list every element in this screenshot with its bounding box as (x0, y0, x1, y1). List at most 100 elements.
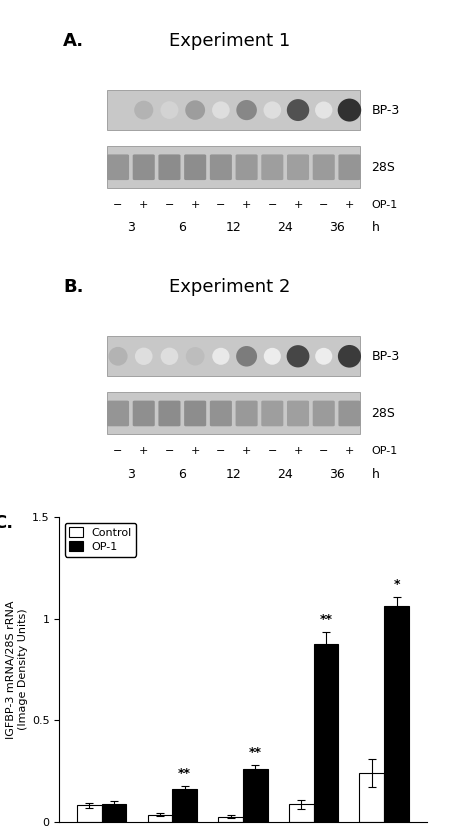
Ellipse shape (315, 101, 332, 119)
Text: 24: 24 (277, 467, 293, 481)
Text: −: − (216, 446, 226, 456)
FancyBboxPatch shape (261, 154, 283, 180)
Text: +: + (293, 446, 303, 456)
Text: 12: 12 (226, 467, 242, 481)
Bar (289, 804, 314, 822)
FancyBboxPatch shape (133, 401, 155, 427)
Text: 3: 3 (127, 467, 135, 481)
Text: −: − (216, 199, 226, 210)
Text: −: − (319, 446, 328, 456)
Bar (172, 789, 197, 822)
Ellipse shape (185, 100, 205, 120)
Text: −: − (319, 199, 328, 210)
FancyBboxPatch shape (236, 401, 258, 427)
FancyBboxPatch shape (107, 154, 129, 180)
Text: 6: 6 (178, 222, 186, 234)
FancyBboxPatch shape (184, 154, 206, 180)
Text: 36: 36 (329, 222, 345, 234)
Text: OP-1: OP-1 (372, 446, 398, 456)
Text: −: − (268, 199, 277, 210)
Text: 6: 6 (178, 467, 186, 481)
Text: −: − (268, 446, 277, 456)
FancyBboxPatch shape (184, 401, 206, 427)
Ellipse shape (134, 100, 153, 120)
FancyBboxPatch shape (107, 393, 360, 434)
Bar (147, 814, 172, 822)
Text: **: ** (249, 746, 262, 759)
Bar (77, 805, 101, 822)
Text: **: ** (178, 767, 191, 780)
Ellipse shape (264, 348, 281, 364)
Bar (314, 644, 338, 822)
Text: h: h (372, 467, 379, 481)
FancyBboxPatch shape (210, 154, 232, 180)
Text: +: + (139, 446, 148, 456)
Text: BP-3: BP-3 (372, 104, 400, 116)
FancyBboxPatch shape (210, 401, 232, 427)
FancyBboxPatch shape (338, 401, 360, 427)
Text: *: * (393, 579, 400, 592)
Text: 36: 36 (329, 467, 345, 481)
FancyBboxPatch shape (107, 146, 360, 188)
Text: 24: 24 (277, 222, 293, 234)
FancyBboxPatch shape (158, 154, 181, 180)
Ellipse shape (315, 348, 332, 364)
Text: +: + (191, 446, 200, 456)
Ellipse shape (287, 345, 310, 368)
Bar (243, 769, 268, 822)
Text: +: + (242, 446, 251, 456)
Text: +: + (139, 199, 148, 210)
Bar (101, 804, 127, 822)
Text: +: + (345, 199, 354, 210)
FancyBboxPatch shape (107, 90, 360, 130)
Text: +: + (345, 446, 354, 456)
Text: −: − (113, 199, 123, 210)
Ellipse shape (161, 101, 178, 119)
FancyBboxPatch shape (313, 154, 335, 180)
FancyBboxPatch shape (261, 401, 283, 427)
FancyBboxPatch shape (107, 336, 360, 376)
Ellipse shape (109, 347, 128, 366)
Text: A.: A. (63, 32, 84, 50)
Ellipse shape (135, 348, 153, 365)
Legend: Control, OP-1: Control, OP-1 (65, 523, 136, 557)
Text: 12: 12 (226, 222, 242, 234)
Bar (218, 817, 243, 822)
Ellipse shape (186, 347, 205, 365)
Text: 28S: 28S (372, 407, 395, 420)
Text: Experiment 1: Experiment 1 (169, 32, 291, 50)
FancyBboxPatch shape (287, 401, 309, 427)
FancyBboxPatch shape (158, 401, 181, 427)
Text: h: h (372, 222, 379, 234)
Text: +: + (293, 199, 303, 210)
Ellipse shape (161, 348, 178, 365)
Text: −: − (113, 446, 123, 456)
Ellipse shape (212, 101, 230, 119)
Text: BP-3: BP-3 (372, 349, 400, 363)
Ellipse shape (236, 346, 257, 367)
Text: 3: 3 (127, 222, 135, 234)
Ellipse shape (212, 348, 229, 365)
Ellipse shape (337, 99, 361, 121)
FancyBboxPatch shape (287, 154, 309, 180)
Ellipse shape (338, 345, 361, 368)
Text: OP-1: OP-1 (372, 199, 398, 210)
Text: −: − (165, 446, 174, 456)
Bar (359, 773, 384, 822)
Text: **: ** (319, 613, 332, 626)
Ellipse shape (287, 99, 309, 121)
Text: B.: B. (63, 278, 83, 296)
Text: Experiment 2: Experiment 2 (169, 278, 291, 296)
Ellipse shape (264, 101, 281, 119)
Text: 28S: 28S (372, 161, 395, 173)
Text: C.: C. (0, 515, 13, 532)
Ellipse shape (109, 101, 127, 120)
Bar (384, 606, 409, 822)
Text: +: + (242, 199, 251, 210)
FancyBboxPatch shape (236, 154, 258, 180)
FancyBboxPatch shape (107, 401, 129, 427)
FancyBboxPatch shape (338, 154, 360, 180)
Ellipse shape (237, 100, 257, 120)
Y-axis label: IGFBP-3 mRNA/28S rRNA
(Image Density Units): IGFBP-3 mRNA/28S rRNA (Image Density Uni… (6, 600, 28, 739)
FancyBboxPatch shape (133, 154, 155, 180)
